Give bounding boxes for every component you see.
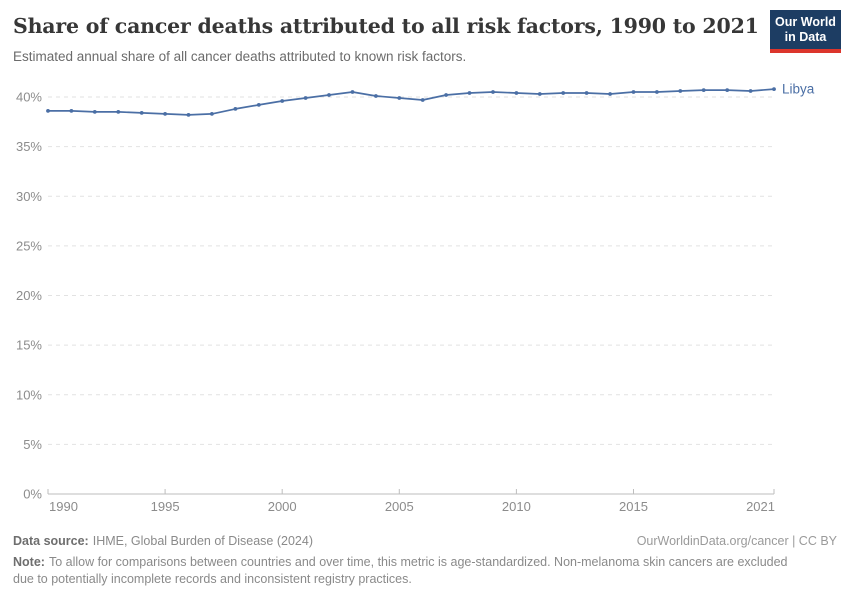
data-point — [256, 103, 261, 107]
data-point — [139, 111, 144, 115]
y-tick-label: 25% — [16, 238, 42, 253]
page-title: Share of cancer deaths attributed to all… — [13, 14, 759, 38]
data-point — [303, 96, 308, 100]
data-source: Data source: IHME, Global Burden of Disea… — [13, 534, 313, 548]
owid-logo-line2: in Data — [784, 30, 827, 44]
x-tick-label: 2010 — [502, 499, 531, 514]
data-source-text: IHME, Global Burden of Disease (2024) — [92, 534, 313, 548]
data-point — [92, 110, 97, 114]
data-point — [467, 91, 472, 95]
y-tick-label: 10% — [16, 387, 42, 402]
y-tick-label: 35% — [16, 139, 42, 154]
data-point — [397, 96, 402, 100]
data-point — [186, 113, 191, 117]
entity-label-libya[interactable]: Libya — [782, 82, 815, 97]
owid-logo[interactable]: Our World in Data — [770, 10, 841, 53]
data-point — [678, 89, 683, 93]
data-point — [631, 90, 636, 94]
data-point — [210, 112, 214, 116]
data-point — [233, 107, 238, 111]
data-point — [69, 109, 74, 113]
x-tick-label: 1990 — [49, 499, 78, 514]
chart-subtitle: Estimated annual share of all cancer dea… — [13, 49, 467, 64]
data-point — [327, 93, 331, 97]
series-line-libya — [47, 88, 775, 116]
y-tick-label: 5% — [23, 437, 42, 452]
owid-logo-line1: Our World — [775, 15, 836, 29]
note-label: Note: — [13, 555, 45, 569]
data-point — [116, 110, 121, 114]
data-point — [608, 92, 612, 96]
data-point — [374, 94, 378, 98]
data-point — [420, 98, 425, 102]
data-source-label: Data source: — [13, 534, 89, 548]
x-tick-label: 2021 — [746, 499, 775, 514]
data-point — [444, 93, 448, 97]
data-point — [725, 88, 730, 92]
y-tick-label: 20% — [16, 288, 42, 303]
data-point — [584, 91, 589, 95]
note-text: To allow for comparisons between countri… — [13, 555, 788, 586]
credit-link[interactable]: OurWorldinData.org/cancer | CC BY — [636, 534, 837, 548]
x-tick-label: 2000 — [268, 499, 297, 514]
data-point — [491, 90, 495, 94]
data-point — [561, 91, 566, 95]
data-point — [163, 112, 168, 116]
y-tick-label: 0% — [23, 487, 42, 502]
x-tick-label: 2005 — [385, 499, 414, 514]
data-point — [537, 92, 542, 96]
x-tick-label: 1995 — [151, 499, 180, 514]
data-point — [350, 90, 355, 94]
y-tick-label: 40% — [16, 90, 42, 105]
footer-source-row: Data source: IHME, Global Burden of Disea… — [13, 534, 837, 548]
data-point — [280, 99, 285, 103]
y-tick-label: 30% — [16, 189, 42, 204]
data-point — [655, 90, 659, 94]
data-point — [514, 91, 519, 95]
data-point — [772, 87, 776, 91]
x-tick-label: 2015 — [619, 499, 648, 514]
footer-note: Note: To allow for comparisons between co… — [13, 554, 808, 587]
data-point — [46, 109, 50, 113]
data-point — [748, 89, 753, 93]
y-tick-label: 15% — [16, 338, 42, 353]
data-point — [701, 88, 706, 92]
